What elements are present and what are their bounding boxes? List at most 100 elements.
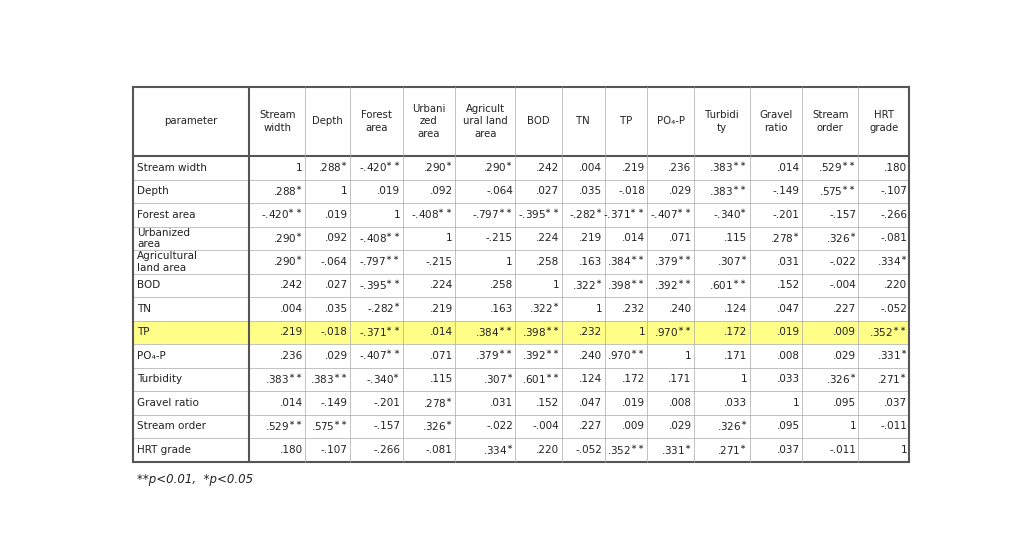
Text: .124: .124 <box>724 304 747 314</box>
Text: BOD: BOD <box>137 281 160 290</box>
Text: -.408$^{\ast\ast}$: -.408$^{\ast\ast}$ <box>359 232 401 245</box>
Text: .220: .220 <box>884 281 908 290</box>
Text: .037: .037 <box>884 398 908 408</box>
Text: .240: .240 <box>579 351 602 361</box>
Text: .095: .095 <box>777 422 800 431</box>
Text: -.011: -.011 <box>829 445 856 455</box>
Text: .334$^{\ast}$: .334$^{\ast}$ <box>877 255 908 268</box>
Text: -.107: -.107 <box>880 186 908 197</box>
Text: .575$^{\ast\ast}$: .575$^{\ast\ast}$ <box>819 185 856 198</box>
Text: .014: .014 <box>622 234 645 244</box>
Text: .008: .008 <box>668 398 692 408</box>
Text: .278$^{\ast}$: .278$^{\ast}$ <box>770 232 800 245</box>
Text: .163: .163 <box>579 257 602 267</box>
Text: .529$^{\ast\ast}$: .529$^{\ast\ast}$ <box>818 161 856 174</box>
Text: .008: .008 <box>777 351 800 361</box>
Text: Forest area: Forest area <box>137 210 196 220</box>
Text: -.022: -.022 <box>829 257 856 267</box>
Text: 1: 1 <box>296 163 302 173</box>
Text: .236: .236 <box>280 351 302 361</box>
Text: .227: .227 <box>832 304 856 314</box>
Text: .019: .019 <box>622 398 645 408</box>
Text: .092: .092 <box>324 234 348 244</box>
Text: .029: .029 <box>668 422 692 431</box>
Text: .171: .171 <box>668 375 692 384</box>
Text: .009: .009 <box>834 328 856 337</box>
Text: .180: .180 <box>884 163 908 173</box>
Text: .383$^{\ast\ast}$: .383$^{\ast\ast}$ <box>710 161 747 174</box>
Text: .258: .258 <box>490 281 513 290</box>
Text: -.340$^{\ast}$: -.340$^{\ast}$ <box>366 373 401 386</box>
Text: -.282$^{\ast}$: -.282$^{\ast}$ <box>367 302 401 315</box>
Text: -.797$^{\ast\ast}$: -.797$^{\ast\ast}$ <box>359 255 401 268</box>
Text: .014: .014 <box>280 398 302 408</box>
Text: 1: 1 <box>740 375 747 384</box>
Text: .031: .031 <box>777 257 800 267</box>
Text: .220: .220 <box>536 445 560 455</box>
Text: .258: .258 <box>536 257 560 267</box>
Text: TP: TP <box>620 116 632 127</box>
Text: .029: .029 <box>668 186 692 197</box>
Text: TN: TN <box>576 116 590 127</box>
Text: .384$^{\ast\ast}$: .384$^{\ast\ast}$ <box>607 255 645 268</box>
Text: 1: 1 <box>393 210 401 220</box>
Text: .352$^{\ast\ast}$: .352$^{\ast\ast}$ <box>607 444 645 456</box>
Text: .290$^{\ast}$: .290$^{\ast}$ <box>423 161 453 174</box>
Text: -.064: -.064 <box>320 257 348 267</box>
Text: -.018: -.018 <box>619 186 645 197</box>
Text: .019: .019 <box>324 210 348 220</box>
Text: .242: .242 <box>536 163 560 173</box>
Text: .288$^{\ast}$: .288$^{\ast}$ <box>273 185 302 198</box>
Text: PO₄-P: PO₄-P <box>137 351 165 361</box>
Text: -.215: -.215 <box>426 257 453 267</box>
Text: .171: .171 <box>724 351 747 361</box>
Text: .379$^{\ast\ast}$: .379$^{\ast\ast}$ <box>475 349 513 362</box>
Text: .392$^{\ast\ast}$: .392$^{\ast\ast}$ <box>654 279 692 292</box>
Text: .271$^{\ast}$: .271$^{\ast}$ <box>718 444 747 456</box>
Text: 1: 1 <box>900 445 908 455</box>
Text: Stream width: Stream width <box>137 163 207 173</box>
Bar <box>133 321 910 344</box>
Text: 1: 1 <box>446 234 453 244</box>
Text: .322$^{\ast}$: .322$^{\ast}$ <box>572 279 602 292</box>
Text: Forest
area: Forest area <box>361 110 391 133</box>
Text: -.081: -.081 <box>426 445 453 455</box>
Text: .326$^{\ast}$: .326$^{\ast}$ <box>717 420 747 433</box>
Text: 1: 1 <box>595 304 602 314</box>
Text: .152: .152 <box>536 398 560 408</box>
Text: -.081: -.081 <box>880 234 908 244</box>
Text: .035: .035 <box>324 304 348 314</box>
Text: .172: .172 <box>724 328 747 337</box>
Text: .019: .019 <box>377 186 401 197</box>
Text: .352$^{\ast\ast}$: .352$^{\ast\ast}$ <box>869 326 908 339</box>
Text: -.004: -.004 <box>532 422 560 431</box>
Text: .219: .219 <box>622 163 645 173</box>
Text: .575$^{\ast\ast}$: .575$^{\ast\ast}$ <box>310 420 348 433</box>
Text: .219: .219 <box>280 328 302 337</box>
Text: .970$^{\ast\ast}$: .970$^{\ast\ast}$ <box>654 326 692 339</box>
Text: .180: .180 <box>280 445 302 455</box>
Text: -.157: -.157 <box>829 210 856 220</box>
Text: .322$^{\ast}$: .322$^{\ast}$ <box>529 302 560 315</box>
Text: .307$^{\ast}$: .307$^{\ast}$ <box>717 255 747 268</box>
Text: Stream
order: Stream order <box>812 110 849 133</box>
Text: .326$^{\ast}$: .326$^{\ast}$ <box>423 420 453 433</box>
Text: **p<0.01,  *p<0.05: **p<0.01, *p<0.05 <box>137 473 254 486</box>
Text: .004: .004 <box>280 304 302 314</box>
Text: BOD: BOD <box>527 116 550 127</box>
Text: .601$^{\ast\ast}$: .601$^{\ast\ast}$ <box>521 373 560 386</box>
Text: .071: .071 <box>668 234 692 244</box>
Text: -.395$^{\ast\ast}$: -.395$^{\ast\ast}$ <box>518 208 560 221</box>
Text: .242: .242 <box>280 281 302 290</box>
Text: -.011: -.011 <box>880 422 908 431</box>
Text: Turbidity: Turbidity <box>137 375 183 384</box>
Text: Turbidi
ty: Turbidi ty <box>705 110 738 133</box>
Text: .331$^{\ast}$: .331$^{\ast}$ <box>877 349 908 362</box>
Text: .027: .027 <box>324 281 348 290</box>
Text: .307$^{\ast}$: .307$^{\ast}$ <box>483 373 513 386</box>
Text: Depth: Depth <box>137 186 168 197</box>
Text: .379$^{\ast\ast}$: .379$^{\ast\ast}$ <box>654 255 692 268</box>
Text: .037: .037 <box>777 445 800 455</box>
Text: .392$^{\ast\ast}$: .392$^{\ast\ast}$ <box>521 349 560 362</box>
Text: .227: .227 <box>579 422 602 431</box>
